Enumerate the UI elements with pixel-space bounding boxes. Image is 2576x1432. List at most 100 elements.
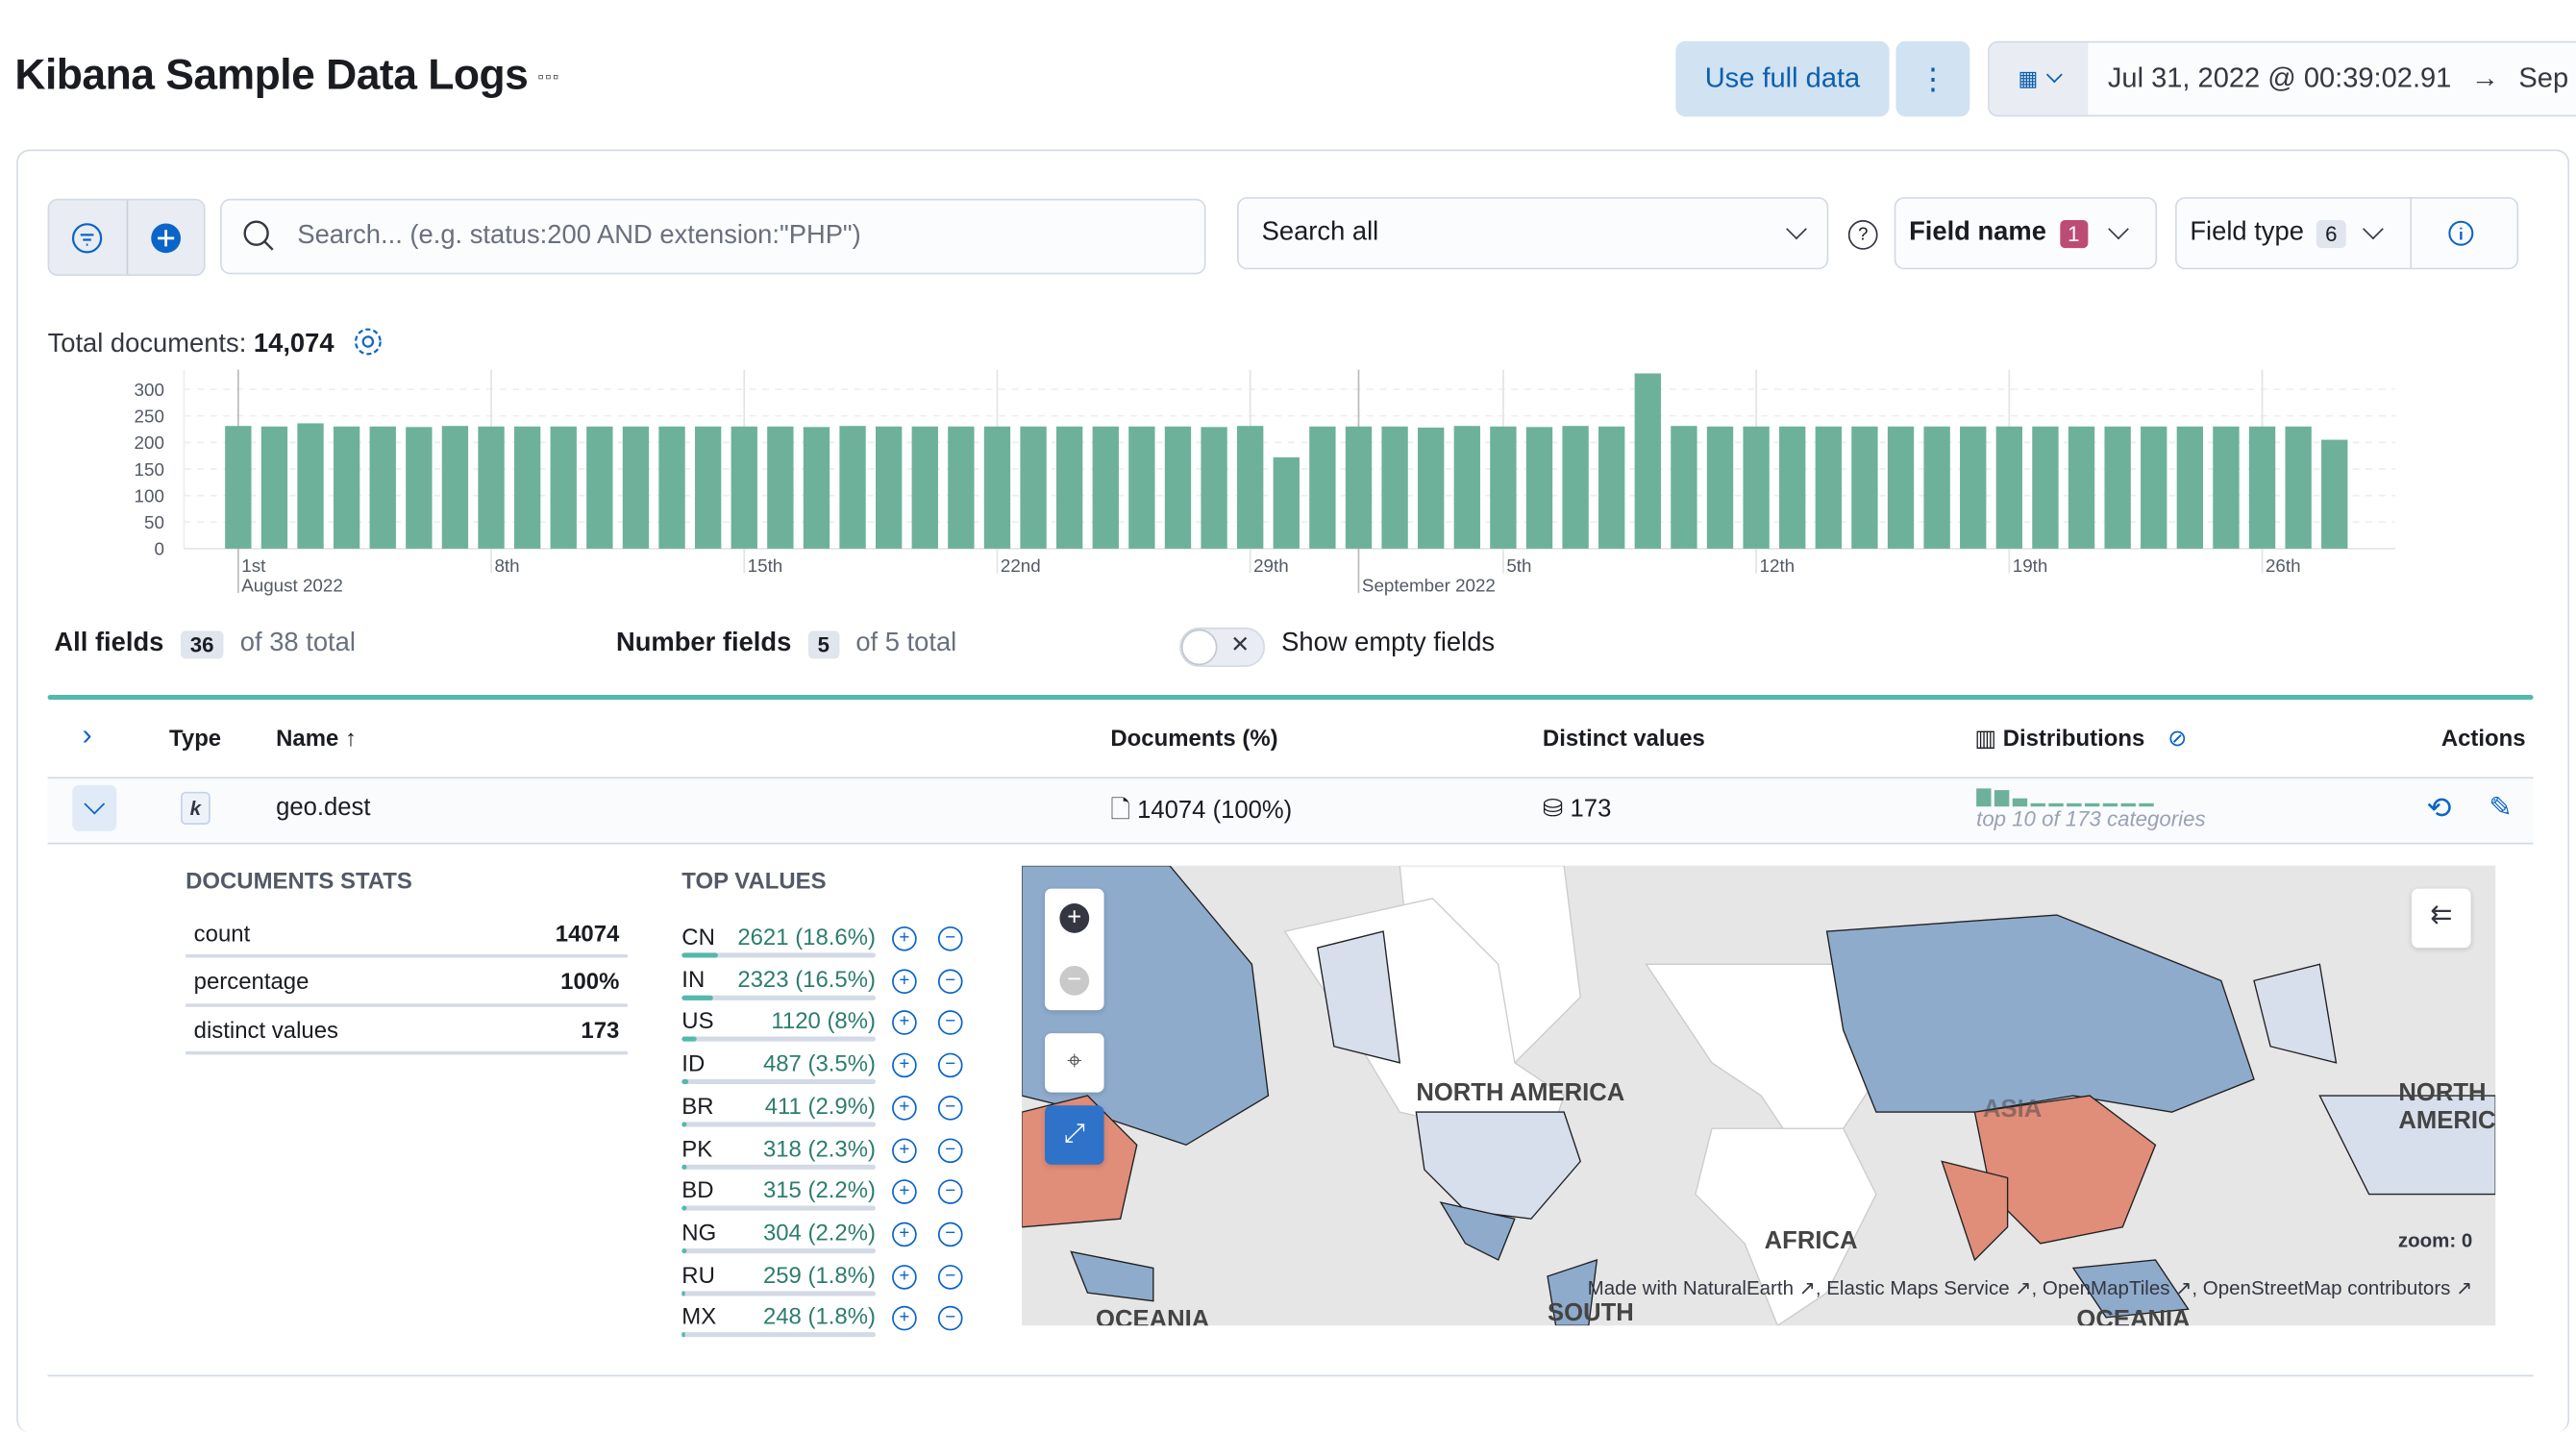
chart-bar[interactable]: [406, 427, 433, 549]
filter-out-value-icon[interactable]: −: [937, 1264, 963, 1290]
chart-bar[interactable]: [1525, 427, 1553, 549]
chart-bar[interactable]: [2213, 426, 2240, 549]
chart-bar[interactable]: [1815, 426, 1842, 549]
filter-out-value-icon[interactable]: −: [937, 968, 963, 994]
calendar-quick-menu[interactable]: ▦: [1989, 42, 2089, 115]
ellipsis-icon[interactable]: ▫▫▫: [537, 68, 560, 86]
chart-bar[interactable]: [260, 426, 288, 549]
chart-bar[interactable]: [983, 426, 1011, 549]
russia-region[interactable]: [1825, 914, 2255, 1113]
chart-bar[interactable]: [2248, 426, 2276, 549]
chart-bar[interactable]: [478, 426, 505, 549]
filter-out-value-icon[interactable]: −: [937, 1052, 963, 1078]
africa-landmass[interactable]: [1695, 1127, 1877, 1326]
chart-bar[interactable]: [1381, 426, 1408, 549]
search-scope-select[interactable]: Search all: [1237, 197, 1829, 270]
india-region[interactable]: [1941, 1160, 2009, 1262]
filter-out-value-icon[interactable]: −: [937, 1222, 963, 1247]
chart-bar[interactable]: [2104, 426, 2131, 549]
filter-for-value-icon[interactable]: +: [892, 1179, 917, 1205]
legend-toggle-icon[interactable]: ⇇: [2412, 888, 2471, 949]
map-attribution[interactable]: Made with NaturalEarth ↗, Elastic Maps S…: [1587, 1276, 2473, 1299]
filter-for-value-icon[interactable]: +: [892, 1137, 917, 1163]
fit-to-data-icon[interactable]: ⌖: [1045, 1033, 1104, 1093]
filter-out-value-icon[interactable]: −: [937, 1137, 963, 1163]
collapse-row-button[interactable]: [72, 784, 117, 831]
gear-icon[interactable]: [351, 325, 384, 358]
chart-bar[interactable]: [731, 426, 757, 549]
filter-menu-button[interactable]: [49, 200, 128, 275]
chart-bar[interactable]: [803, 427, 830, 549]
more-options-button[interactable]: ⋮: [1895, 40, 1970, 117]
chart-bar[interactable]: [1201, 427, 1227, 549]
chart-bar[interactable]: [1273, 457, 1300, 549]
chart-bar[interactable]: [1779, 426, 1806, 549]
chart-bar[interactable]: [586, 426, 613, 549]
filter-out-value-icon[interactable]: −: [937, 1179, 963, 1205]
chart-bar[interactable]: [1453, 426, 1480, 549]
chart-bar[interactable]: [1960, 426, 1987, 549]
chart-bar[interactable]: [2285, 426, 2312, 549]
chart-bar[interactable]: [1887, 426, 1915, 549]
alaska-region[interactable]: [1316, 930, 1401, 1064]
chart-bar[interactable]: [839, 426, 866, 549]
table-row[interactable]: [47, 777, 2534, 845]
chart-bar[interactable]: [1743, 426, 1770, 549]
filter-for-value-icon[interactable]: +: [892, 968, 917, 994]
chart-bar[interactable]: [1164, 426, 1192, 549]
chart-bar[interactable]: [1490, 426, 1517, 549]
search-input[interactable]: Search... (e.g. status:200 AND extension…: [220, 198, 1206, 275]
show-empty-fields-toggle[interactable]: ✕: [1179, 627, 1266, 667]
field-type-filter[interactable]: Field type 6: [2174, 197, 2519, 270]
indonesia-region-left[interactable]: [1070, 1250, 1154, 1302]
usa-region[interactable]: [1415, 1111, 1582, 1220]
chart-bar[interactable]: [1851, 426, 1878, 549]
chart-bar[interactable]: [1706, 426, 1734, 549]
chart-bar[interactable]: [1128, 426, 1155, 549]
chart-bar[interactable]: [2321, 439, 2348, 549]
expand-all-chevron-icon[interactable]: ›: [82, 717, 92, 752]
chart-bar[interactable]: [622, 426, 650, 549]
chart-bar[interactable]: [333, 426, 360, 549]
chart-bar[interactable]: [948, 426, 975, 549]
filter-for-value-icon[interactable]: +: [892, 1222, 917, 1247]
chart-bar[interactable]: [513, 426, 541, 549]
chart-bar[interactable]: [1598, 426, 1625, 549]
filter-for-value-icon[interactable]: +: [892, 1306, 917, 1331]
help-icon[interactable]: ?: [1847, 220, 1878, 250]
add-filter-button[interactable]: [127, 201, 203, 275]
filter-for-value-icon[interactable]: +: [892, 1264, 917, 1290]
chart-bar[interactable]: [2068, 426, 2095, 549]
chart-bar[interactable]: [369, 426, 396, 549]
column-distinct[interactable]: Distinct values: [1542, 724, 1705, 752]
choropleth-map[interactable]: NORTH AMERICA NORTH AMERICA ASIA AFRICA …: [1022, 865, 2496, 1326]
alaska-region-right[interactable]: [2253, 963, 2338, 1064]
column-name[interactable]: Name ↑: [276, 725, 357, 751]
filter-for-value-icon[interactable]: +: [892, 1052, 917, 1078]
chart-bar[interactable]: [2141, 426, 2167, 549]
chart-bar[interactable]: [1345, 426, 1373, 549]
chart-bar[interactable]: [658, 426, 685, 549]
chart-bar[interactable]: [911, 426, 938, 549]
indonesia-region[interactable]: [2071, 1259, 2190, 1319]
filter-out-value-icon[interactable]: −: [937, 926, 963, 951]
chart-bar[interactable]: [1418, 427, 1445, 549]
chart-bar[interactable]: [767, 426, 794, 549]
chart-bar[interactable]: [1237, 426, 1264, 549]
chart-bar[interactable]: [1092, 426, 1119, 549]
field-name-filter[interactable]: Field name 1: [1894, 197, 2158, 270]
mexico-region[interactable]: [1439, 1201, 1516, 1261]
filter-for-value-icon[interactable]: +: [892, 1010, 917, 1036]
chart-bar[interactable]: [297, 423, 324, 549]
filter-for-value-icon[interactable]: +: [892, 926, 917, 951]
zoom-in-icon[interactable]: +: [1059, 903, 1090, 933]
chart-bar[interactable]: [1562, 426, 1589, 549]
column-documents[interactable]: Documents (%): [1110, 724, 1278, 752]
date-picker[interactable]: ▦ Jul 31, 2022 @ 00:39:02.91 → Sep: [1988, 40, 2576, 117]
zoom-out-icon[interactable]: −: [1059, 965, 1090, 996]
chart-bar[interactable]: [2032, 426, 2059, 549]
column-type[interactable]: Type: [169, 724, 222, 752]
edit-document-icon[interactable]: ✎: [2489, 791, 2513, 824]
chart-bar[interactable]: [2176, 426, 2204, 549]
date-end[interactable]: Sep: [2518, 62, 2569, 94]
